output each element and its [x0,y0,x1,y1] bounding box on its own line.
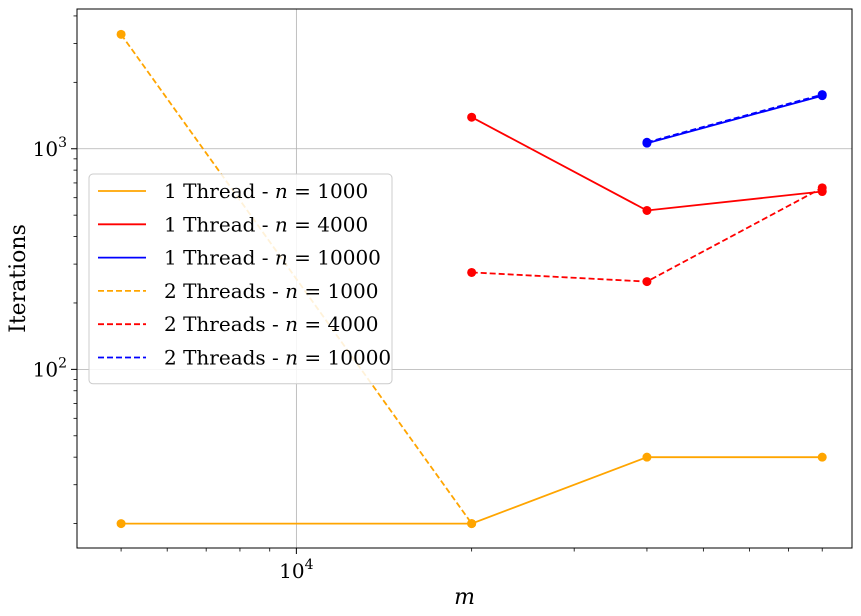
legend-item: 2 Threads - n = 10000 [98,346,391,370]
series-line [646,93,823,144]
data-point [817,183,827,193]
axis-ticks: 104 102 103 [33,15,823,583]
data-point [817,452,827,462]
plot-frame [76,8,853,549]
y-tick-label: 103 [33,135,67,161]
legend-box [88,173,393,385]
x-tick-label: 104 [279,557,313,583]
legend: 1 Thread - n = 1000 1 Thread - n = 4000 1 … [88,173,393,385]
series-6 [642,90,827,147]
legend-item: 1 Thread - n = 4000 [98,212,368,236]
series-line [471,116,823,212]
legend-label: 2 Threads - n = 1000 [164,279,378,303]
series-1 [116,452,827,529]
data-point [642,205,652,215]
legend-item: 2 Threads - n = 4000 [98,312,378,336]
x-axis-label: m [454,585,475,610]
series-5 [467,183,827,287]
data-point [467,112,477,122]
data-point [642,277,652,287]
series-line [471,187,823,283]
data-point [116,519,126,529]
data-point [467,267,477,277]
data-point [116,29,126,39]
legend-item: 2 Threads - n = 1000 [98,279,378,303]
series-2 [467,112,827,215]
y-tick-label: 102 [33,355,67,381]
legend-label: 1 Thread - n = 1000 [164,179,368,203]
legend-label: 2 Threads - n = 10000 [164,346,391,370]
data-point [467,519,477,529]
data-point [642,452,652,462]
series-line [121,456,823,525]
y-axis-label: Iterations [6,224,31,333]
data-point [642,137,652,147]
legend-label: 1 Thread - n = 4000 [164,212,368,236]
legend-item: 1 Thread - n = 10000 [98,246,381,270]
series-line [646,94,823,145]
legend-item: 1 Thread - n = 1000 [98,179,368,203]
legend-label: 2 Threads - n = 4000 [164,312,378,336]
data-point [817,90,827,100]
legend-label: 1 Thread - n = 10000 [164,246,381,270]
series-3 [642,91,827,148]
